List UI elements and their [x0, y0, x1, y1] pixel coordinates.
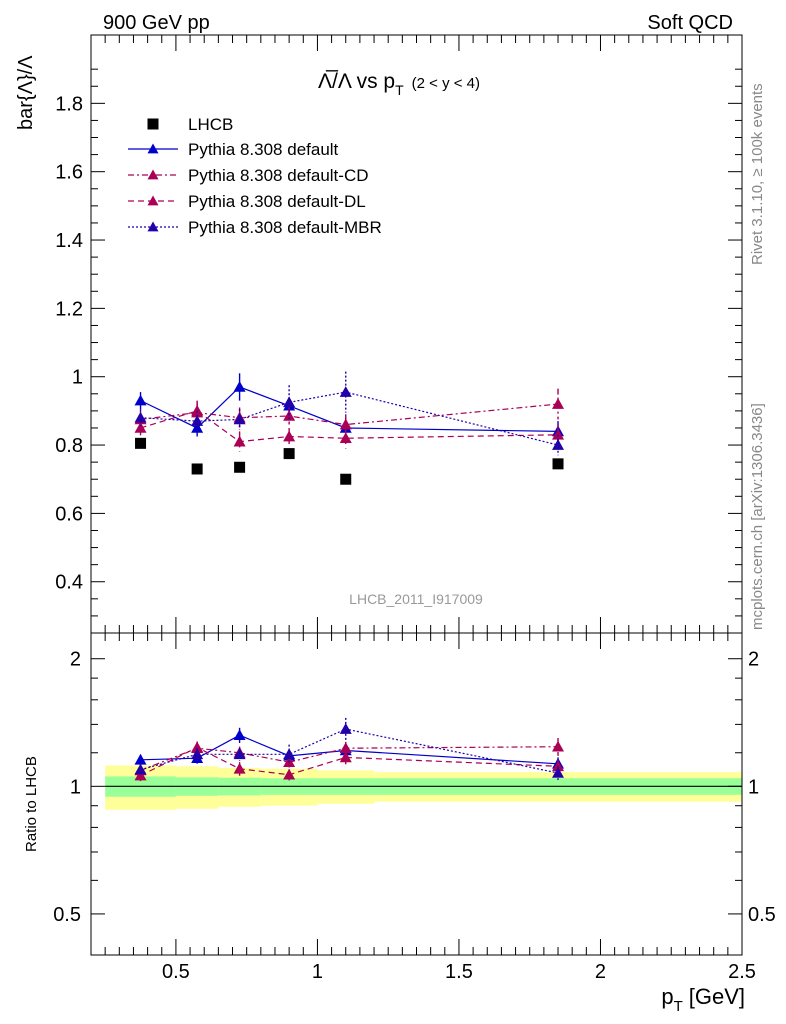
data-point [234, 461, 246, 473]
ratio-y-tick-label: 2 [70, 649, 81, 671]
legend-data-marker [147, 118, 159, 130]
y-tick-label: 1 [72, 367, 83, 389]
series-line [140, 386, 559, 432]
y-tick-label: 0.4 [55, 572, 83, 594]
x-tick-label: 2.5 [728, 961, 756, 983]
series-marker [134, 421, 147, 433]
legend-marker [147, 143, 159, 154]
ratio-series-layer [134, 717, 565, 782]
series-marker [552, 398, 565, 409]
series-marker [339, 386, 352, 397]
ratio-y-tick-label: 0.5 [53, 904, 81, 926]
ratio-marker [134, 753, 147, 765]
series-marker [339, 432, 352, 444]
legend-label: Pythia 8.308 default [188, 140, 339, 159]
y-tick-label: 1.2 [55, 298, 83, 320]
ratio-marker [191, 748, 204, 760]
ratio-uncertainty-band [105, 765, 742, 810]
y-tick-label: 0.8 [55, 435, 83, 457]
series-line [140, 410, 559, 443]
legend-label: Pythia 8.308 default-CD [188, 166, 369, 185]
ratio-panel: 0.5 1 1.5 2 2.5 0.5 0.5 1 1 2 2 [53, 632, 776, 983]
ratio-marker [552, 760, 565, 772]
ratio-marker [339, 723, 352, 734]
series-marker [191, 415, 204, 426]
data-point [191, 463, 203, 475]
ratio-axis-ticks: 0.5 1 1.5 2 2.5 0.5 0.5 1 1 2 2 [53, 633, 776, 983]
ratio-marker [191, 741, 204, 753]
ratio-y-axis-label: Ratio to LHCB [23, 756, 40, 852]
main-panel: 0.4 0.6 0.8 1 1.2 1.4 1.6 1.8 [55, 34, 743, 634]
series-line [140, 403, 559, 426]
x-tick-label: 0.5 [162, 961, 190, 983]
header-right-label: Soft QCD [647, 12, 733, 34]
legend: LHCB Pythia 8.308 default Pythia 8.308 def… [128, 115, 382, 237]
data-points-layer [135, 437, 564, 485]
series-line [140, 391, 559, 446]
ratio-y-tick-label-right: 2 [748, 649, 759, 671]
series-marker [134, 411, 147, 423]
chart-title: Λ̅/Λ vs pT (2 < y < 4) [318, 70, 480, 98]
y-tick-label: 1.8 [55, 93, 83, 115]
series-marker [283, 410, 296, 421]
ratio-marker [233, 748, 246, 760]
ratio-series-line [140, 746, 559, 772]
main-series-layer [134, 371, 565, 456]
y-tick-label: 0.6 [55, 503, 83, 525]
y-tick-label: 1.4 [55, 230, 83, 252]
ratio-marker [283, 768, 296, 780]
legend-marker [147, 195, 159, 206]
ratio-series-line [140, 734, 559, 765]
series-marker [233, 435, 246, 447]
legend-label: Pythia 8.308 default-DL [188, 192, 366, 211]
series-marker [233, 380, 246, 392]
ratio-marker [339, 751, 352, 763]
analysis-id-label: LHCB_2011_I917009 [349, 591, 483, 607]
ratio-marker [339, 742, 352, 754]
ratio-marker [134, 769, 147, 781]
series-marker [283, 396, 296, 408]
rivet-version-label: Rivet 3.1.10, ≥ 100k events [749, 83, 766, 265]
ratio-marker [233, 729, 246, 741]
data-point [283, 448, 295, 460]
ratio-marker [552, 767, 565, 778]
legend-data-label: LHCB [188, 115, 233, 134]
legend-marker [147, 221, 159, 232]
ratio-series-line [140, 746, 559, 777]
ratio-y-tick-label-right: 1 [748, 776, 759, 798]
ratio-y-tick-label-right: 0.5 [748, 904, 776, 926]
main-axis-ticks: 0.4 0.6 0.8 1 1.2 1.4 1.6 1.8 [55, 35, 743, 633]
series-marker [283, 430, 296, 442]
series-marker [552, 439, 565, 450]
y-axis-label: bar{Λ}/Λ [15, 55, 37, 130]
ratio-marker [233, 762, 246, 774]
y-tick-label: 1.6 [55, 162, 83, 184]
legend-marker [147, 169, 159, 180]
ratio-y-tick-label: 1 [70, 776, 81, 798]
data-point [552, 458, 564, 470]
series-marker [552, 428, 565, 440]
x-axis-label: pT [GeV] [661, 984, 745, 1015]
ratio-marker [552, 740, 565, 752]
x-tick-label: 2 [595, 961, 606, 983]
ratio-series-line [140, 728, 559, 774]
series-marker [233, 413, 246, 425]
x-tick-label: 1 [312, 961, 323, 983]
x-tick-label: 1.5 [445, 961, 473, 983]
series-marker [339, 418, 352, 430]
series-marker [191, 404, 204, 416]
legend-label: Pythia 8.308 default-MBR [188, 218, 382, 237]
header-left-label: 900 GeV pp [103, 12, 210, 34]
data-point [135, 437, 147, 449]
ratio-frame [90, 632, 743, 956]
ratio-marker [134, 763, 147, 775]
ratio-marker [283, 748, 296, 760]
data-point [340, 473, 352, 485]
mcplots-reference-label: mcplots.cern.ch [arXiv:1306.3436] [749, 403, 766, 630]
series-marker [134, 394, 147, 406]
